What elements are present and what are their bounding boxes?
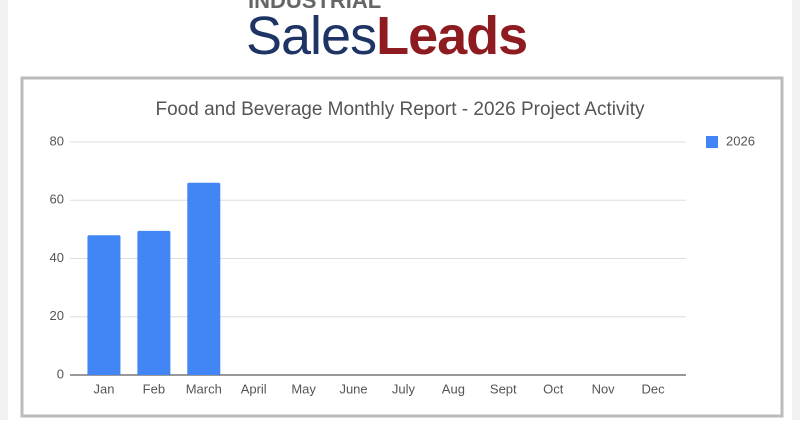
x-tick-label: June [339, 381, 367, 396]
x-tick-label: April [241, 381, 267, 396]
logo: SalesLeads [246, 6, 527, 66]
logo-second: Leads [376, 6, 527, 66]
x-tick-label: Jan [93, 381, 114, 396]
x-tick-label: Nov [592, 381, 616, 396]
y-tick-label: 0 [57, 366, 64, 381]
bar [87, 235, 121, 375]
logo-first: Sales [246, 6, 376, 66]
legend-swatch [706, 136, 718, 148]
chart: 0 20 40 60 80 Jan Feb March April May June July Aug S… [50, 133, 755, 396]
chart-card [20, 76, 784, 418]
bar [137, 230, 171, 375]
chart-title: Food and Beverage Monthly Report - 2026 … [156, 99, 645, 120]
x-tick-label: July [392, 381, 416, 396]
y-tick-label: 60 [50, 192, 64, 207]
y-tick-label: 40 [50, 250, 64, 265]
logo-top: INDUSTRIAL [248, 0, 381, 13]
y-tick-label: 20 [50, 308, 64, 323]
x-tick-label: Sept [490, 381, 517, 396]
x-tick-label: May [291, 381, 316, 396]
x-tick-label: March [186, 381, 222, 396]
x-tick-label: Aug [442, 381, 465, 396]
x-tick-label: Dec [641, 381, 665, 396]
x-tick-label: Feb [143, 381, 165, 396]
y-tick-label: 80 [50, 133, 64, 148]
x-tick-label: Oct [543, 381, 564, 396]
bar [187, 182, 221, 375]
legend-label: 2026 [726, 133, 755, 148]
